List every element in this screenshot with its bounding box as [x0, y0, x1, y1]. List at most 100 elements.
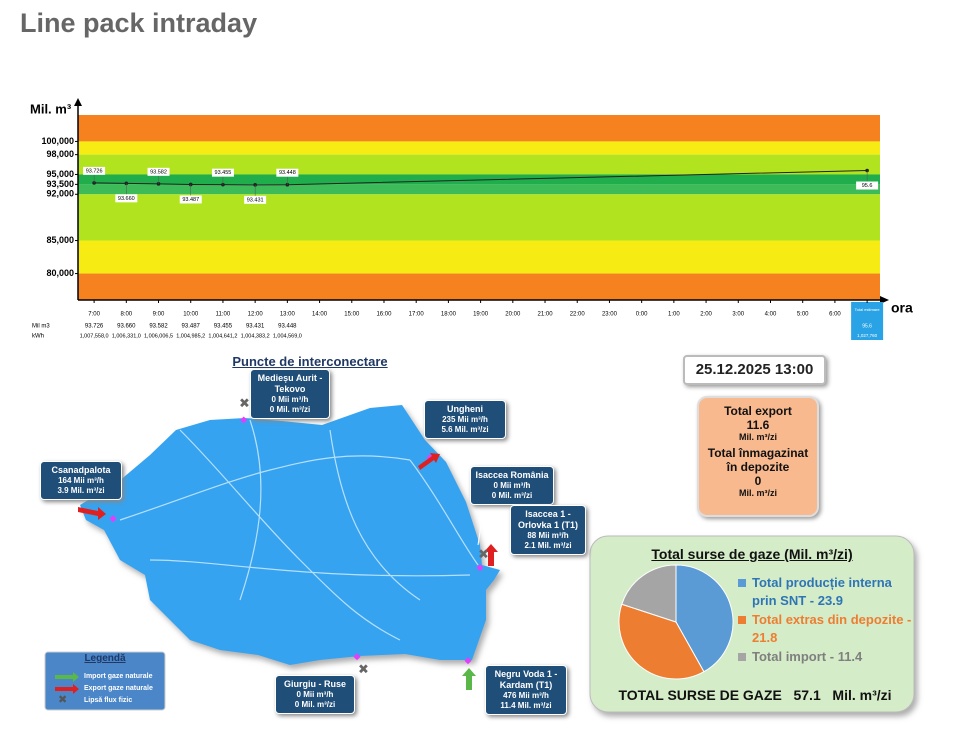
map-title: Puncte de interconectare [232, 354, 388, 369]
x-tick-label: 2:00 [700, 312, 712, 318]
row-label: kWh [32, 334, 44, 340]
table-value: 93.487 [182, 324, 201, 330]
y-tick-label: 93,500 [46, 179, 74, 189]
table-kwh: 1,027,760 [857, 333, 878, 338]
svg-text:✖: ✖ [358, 661, 369, 676]
band [78, 184, 880, 195]
pie-total: TOTAL SURSE DE GAZE 57.1 Mil. m³/zi [600, 687, 910, 703]
callout-name: Isaccea 1 - Orlovka 1 (T1) [517, 509, 579, 530]
pipelines [119, 419, 479, 641]
x-tick-label: 20:00 [505, 312, 521, 318]
summary-box: Total export 11.6 Mil. m³/zi Total înmag… [697, 396, 819, 517]
x-tick-label: 3:00 [732, 312, 744, 318]
storage-value: 0 [754, 474, 762, 488]
callout: Negru Voda 1 - Kardam (T1) 476 Mii m³/h 11… [485, 665, 567, 715]
x-tick-label: 23:00 [602, 312, 618, 318]
pie-slice [621, 564, 677, 623]
export-unit: Mil. m³/zi [739, 432, 777, 442]
x-tick-label: 22:00 [570, 312, 586, 318]
value-label-box [83, 166, 106, 175]
pie-slice [675, 564, 734, 673]
x-tick-label: 8:00 [120, 312, 132, 318]
legend-item: Import gaze naturale [84, 673, 153, 680]
callout-flow-h: 235 Mii m³/h [442, 415, 488, 424]
table-kwh: 1,007,558,0 [80, 333, 109, 339]
pie-slice [618, 603, 705, 680]
callout-flow-d: 3.9 Mil. m³/zi [57, 486, 105, 495]
x-tick-label: 12:00 [248, 312, 264, 318]
value-label-box [179, 195, 202, 204]
storage-unit: Mil. m³/zi [739, 488, 777, 498]
callout-name: Csanadpalota [51, 465, 111, 475]
svg-text:✖: ✖ [478, 546, 489, 561]
x-tick-label: 9:00 [153, 312, 165, 318]
callout: Giurgiu - Ruse 0 Mii m³/h 0 Mil. m³/zi [275, 675, 355, 714]
total-unit: Mil. m³/zi [832, 687, 892, 703]
value-label: 93.726 [86, 168, 103, 174]
y-tick-label: 92,000 [46, 189, 74, 199]
x-tick-label: 16:00 [376, 312, 392, 318]
legend-item: Lipsă flux fizic [84, 697, 133, 704]
line [94, 170, 868, 186]
table-kwh: 1,006,006,5 [144, 333, 173, 339]
callout-flow-d: 0 Mil. m³/zi [491, 491, 533, 500]
y-tick-label: 98,000 [46, 149, 74, 159]
flow-arrows: ✖ ✖ ✖ [78, 395, 498, 690]
x-axis-label: ora [891, 300, 913, 316]
map: ✖ ✖ ✖ [78, 395, 500, 690]
value-label-box [276, 168, 299, 177]
callout-flow-d: 0 Mil. m³/zi [269, 405, 311, 414]
callout-name: Giurgiu - Ruse [283, 679, 346, 689]
band [78, 273, 880, 300]
x-tick-label: 7:00 [88, 312, 100, 318]
y-tick-label: 80,000 [46, 268, 74, 278]
table-value: 93.431 [246, 324, 265, 330]
legend-swatch [738, 616, 746, 624]
value-label: 93.455 [215, 170, 232, 176]
value-label-box [244, 195, 267, 204]
band [78, 115, 880, 142]
legend-label: Total extras din depozite - 21.8 [752, 612, 912, 645]
table-value: 93.660 [117, 324, 136, 330]
datetime: 25.12.2025 13:00 [695, 361, 814, 378]
callout-name: Ungheni [447, 404, 483, 414]
x-tick-label: 14:00 [312, 312, 328, 318]
callout: Medieșu Aurit - Tekovo 0 Mii m³/h 0 Mil. m… [250, 369, 330, 419]
value-label-box [211, 168, 234, 177]
callout-flow-d: 11.4 Mil. m³/zi [500, 701, 552, 710]
total-label: TOTAL SURSE DE GAZE [618, 687, 782, 703]
band [78, 174, 880, 185]
callout-pointer [477, 504, 485, 546]
band [78, 141, 880, 155]
legend-items: Import gaze naturale Export gaze natural… [84, 671, 153, 707]
x-tick-label: 13:00 [280, 312, 296, 318]
callout: Csanadpalota 164 Mii m³/h 3.9 Mil. m³/zi [40, 461, 122, 500]
export-value: 11.6 [746, 418, 770, 432]
callout-flow-h: 0 Mii m³/h [493, 481, 531, 490]
storage-label: Total înmagazinat în depozite [707, 446, 809, 474]
legend-title: Legendă [84, 653, 126, 664]
table-value: 93.448 [278, 324, 297, 330]
callout: Ungheni 235 Mii m³/h 5.6 Mil. m³/zi [424, 400, 506, 439]
callout-flow-h: 0 Mii m³/h [271, 395, 309, 404]
x-tick-label: 1:00 [668, 312, 680, 318]
export-label: Total export [724, 404, 792, 418]
x-tick-label: 18:00 [441, 312, 457, 318]
estimate-box [851, 302, 884, 340]
y-tick-label: 100,000 [41, 136, 74, 146]
x-tick-label: Total estimare [855, 307, 881, 312]
value-label-box [115, 194, 138, 203]
y-tick-label: 85,000 [46, 235, 74, 245]
x-tick-label: 6:00 [829, 312, 841, 318]
x-tick-label: 17:00 [409, 312, 425, 318]
band [78, 194, 880, 241]
table-kwh: 1,004,383,2 [241, 333, 270, 339]
callout-name: Medieșu Aurit - Tekovo [257, 373, 323, 394]
legend-label: Total import - 11.4 [752, 649, 863, 664]
value-label: 93.660 [118, 196, 135, 202]
datetime-box: 25.12.2025 13:00 [683, 355, 826, 385]
y-axis-label: Mil. m³ [30, 101, 72, 116]
map-shape [80, 405, 500, 665]
